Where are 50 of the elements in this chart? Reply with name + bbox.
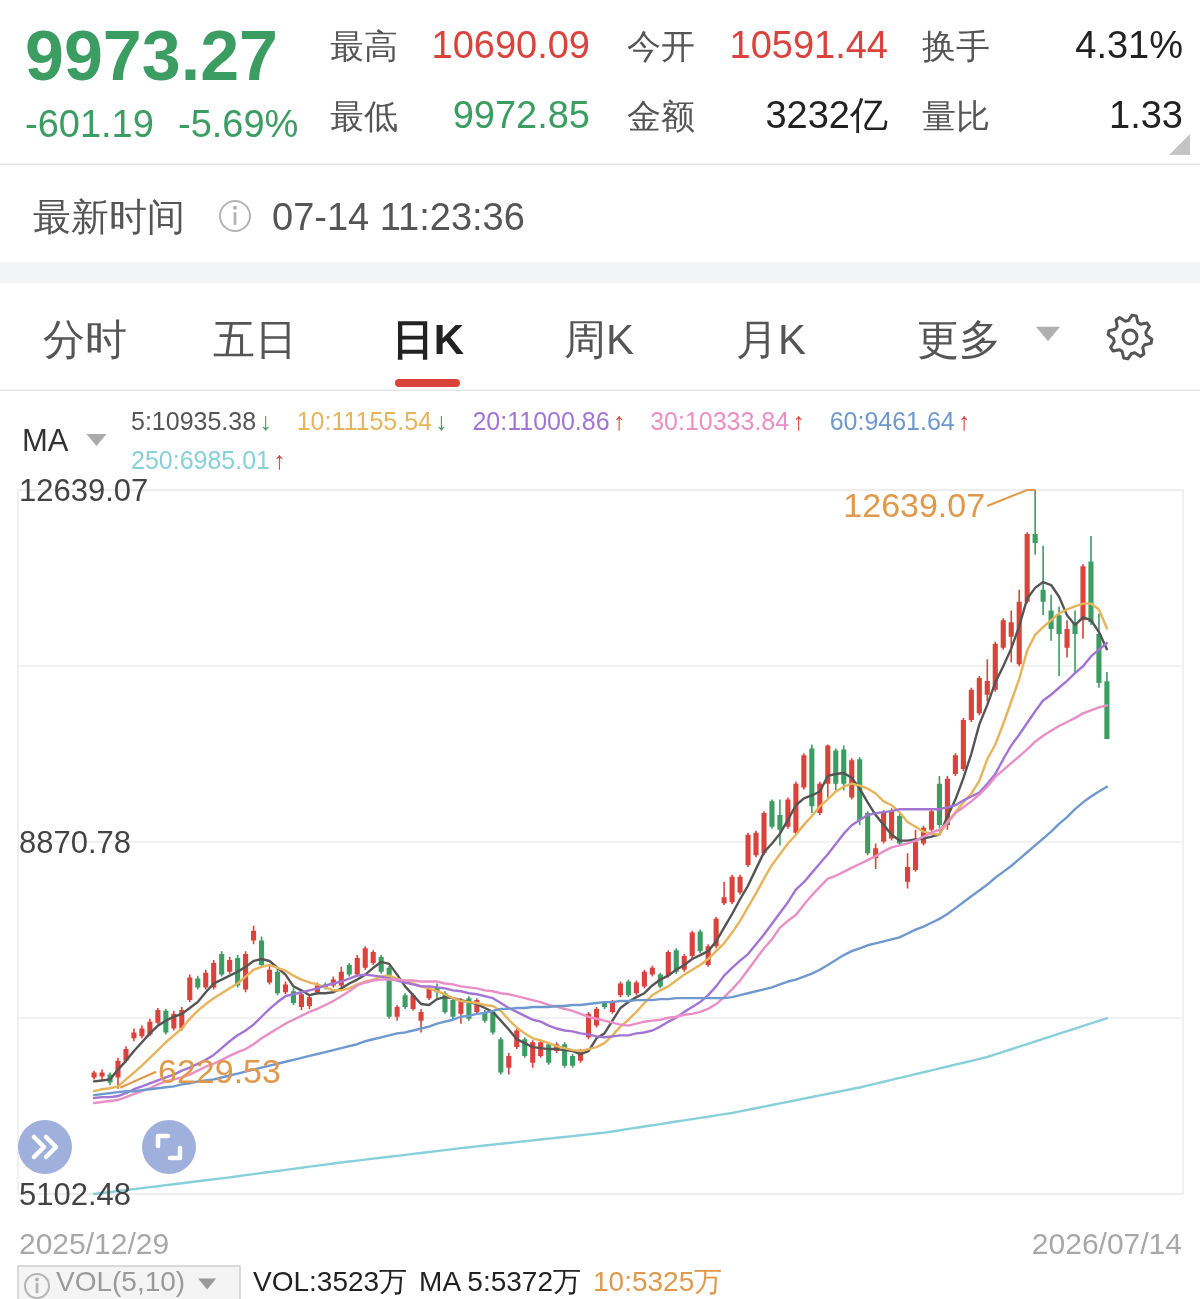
y-tick-label: 5102.48 <box>19 1177 132 1212</box>
text: 20:11000.86↑ <box>472 407 626 435</box>
candlestick <box>721 881 727 906</box>
candlestick <box>1032 490 1038 555</box>
text: 5:10935.38↓ <box>131 407 272 435</box>
text: -5.69% <box>178 103 299 145</box>
candlestick <box>450 998 456 1019</box>
y-tick-label: 8870.78 <box>19 825 132 860</box>
text: 10690.09 <box>431 24 590 66</box>
candlestick <box>131 1028 137 1042</box>
annotation: 12639.07 <box>843 486 986 524</box>
text: 量比 <box>922 97 990 135</box>
text: 更多 <box>917 316 1001 363</box>
text: 最高 <box>330 27 398 65</box>
text: 换手 <box>922 27 990 65</box>
text: 日K <box>391 316 465 363</box>
text: 10591.44 <box>729 24 888 66</box>
text: 07-14 11:23:36 <box>272 196 525 238</box>
text: MA 5:5372万 <box>419 1266 581 1297</box>
text: 周K <box>563 316 635 363</box>
text: -601.19 <box>25 103 154 145</box>
text: 9973.27 <box>25 17 279 95</box>
text: 1.33 <box>1109 94 1183 136</box>
candlestick <box>745 832 751 868</box>
text: 60:9461.64↑ <box>829 407 971 435</box>
text: 五日 <box>213 316 297 363</box>
candlestick <box>769 799 775 829</box>
text: 10:11155.54↓ <box>296 407 448 435</box>
y-tick-label: 12639.07 <box>19 473 149 508</box>
text: 金额 <box>627 97 695 135</box>
text: 今开 <box>627 27 695 65</box>
legend-title: MA <box>22 423 69 458</box>
candlestick <box>1040 545 1046 616</box>
candlestick <box>1064 620 1070 658</box>
text: 分时 <box>43 316 127 363</box>
candlestick <box>1056 606 1062 677</box>
text: 9972.85 <box>452 94 590 136</box>
text: 250:6985.01↑ <box>131 446 286 474</box>
text: 月K <box>735 316 807 363</box>
text: VOL:3523万 <box>253 1266 408 1297</box>
x-tick-label: 2026/07/14 <box>1031 1227 1182 1260</box>
text: 最低 <box>330 97 398 135</box>
candlestick <box>984 659 990 702</box>
text: 3232亿 <box>765 94 888 136</box>
x-tick-label: 2025/12/29 <box>19 1227 170 1260</box>
text: 10:5325万 <box>592 1266 723 1297</box>
text: VOL(5,10) <box>56 1266 186 1297</box>
text: 最新时间 <box>33 196 185 238</box>
text: 30:10333.84↑ <box>650 407 805 435</box>
text: 4.31% <box>1075 24 1183 66</box>
